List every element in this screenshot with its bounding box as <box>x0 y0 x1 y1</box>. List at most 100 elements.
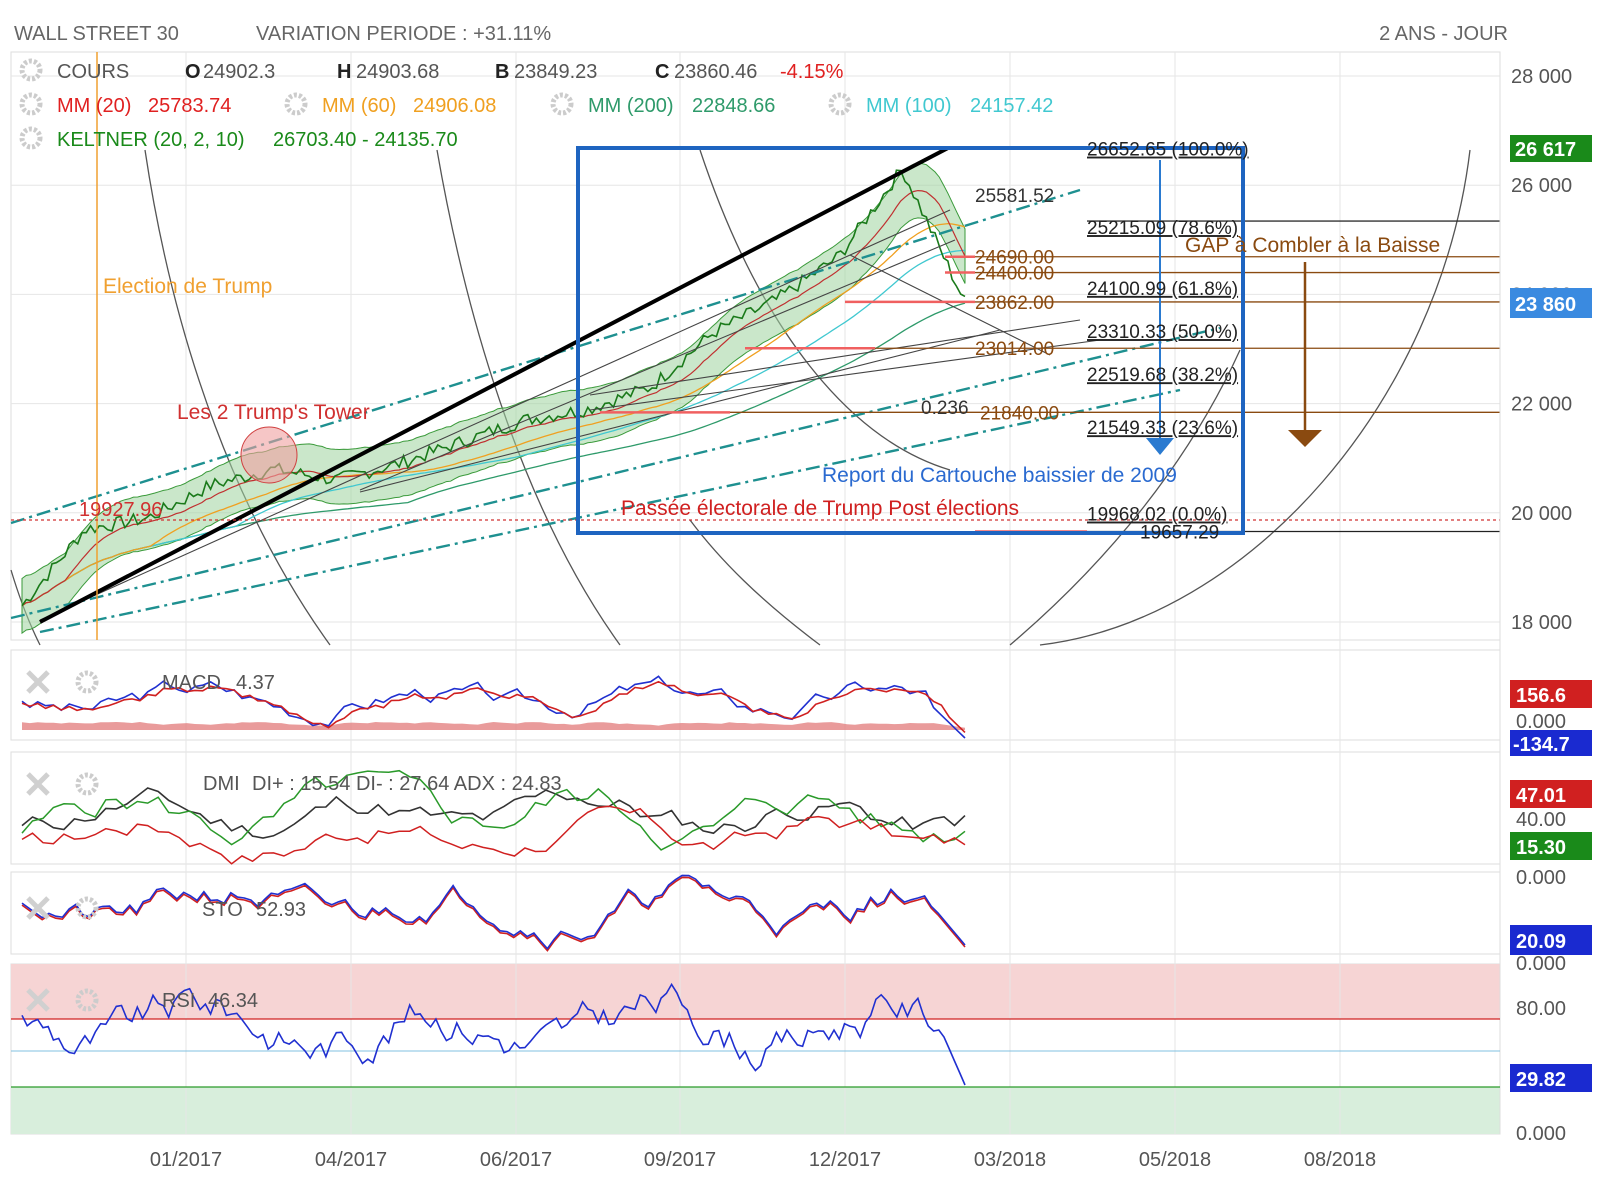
rsi-badge: 29.82 <box>1516 1069 1566 1091</box>
macd-bottom-badge-bg <box>1510 730 1592 756</box>
gear-icon-macd <box>75 670 99 694</box>
trump-tower-circle <box>240 426 298 484</box>
macd-top-badge: 156.6 <box>1516 685 1566 707</box>
close-icon-macd-b <box>26 670 50 694</box>
x-tick-2: 06/2017 <box>480 1149 552 1171</box>
legend-mm100-value: 24157.42 <box>970 95 1053 117</box>
fib-label-5: 21549.33 (23.6%) <box>1087 418 1238 439</box>
x-tick-4: 12/2017 <box>809 1149 881 1171</box>
legend-cours-label: COURS <box>57 61 129 83</box>
x-tick-5: 03/2018 <box>974 1149 1046 1171</box>
arc-4 <box>1039 149 1471 646</box>
annotation-report: Report du Cartouche baissier de 2009 <box>822 464 1177 487</box>
rsi-line <box>21 982 966 1086</box>
legend-c-label: C <box>655 61 669 83</box>
macd-histogram <box>22 722 965 730</box>
dmi-panel <box>10 751 1501 865</box>
dmi-adx-line <box>21 787 966 839</box>
macd-mid: 0.000 <box>1516 711 1566 733</box>
dmi-bottom: 0.000 <box>1516 867 1566 889</box>
sto-badge: 20.09 <box>1516 931 1566 953</box>
level-label-5: 19657.29 <box>1140 523 1219 544</box>
annotation-election: Election de Trump <box>103 275 272 298</box>
level-label-1: 24400.00 <box>975 264 1054 285</box>
close-icon-rsi-b <box>26 988 50 1012</box>
gear-icon-keltner <box>19 126 43 150</box>
legend-keltner-value: 26703.40 - 24135.70 <box>273 129 458 151</box>
fan-line-2 <box>359 239 956 491</box>
legend-mm200-label: MM (200) <box>588 95 674 117</box>
vertical-grid <box>185 52 1341 1134</box>
fan-line-6 <box>359 329 1001 493</box>
keltner-band <box>21 162 966 635</box>
annotation-top: 25581.52 <box>975 186 1054 207</box>
legend-h-label: H <box>337 61 351 83</box>
level-label-4: 21840.00 <box>980 403 1059 424</box>
sto-bottom: 0.000 <box>1516 953 1566 975</box>
price-tick-0: 28 000 <box>1511 66 1572 88</box>
dmi-red-badge: 47.01 <box>1516 785 1566 807</box>
panel-frames <box>10 51 1501 1135</box>
horizontal-grid <box>11 75 1500 623</box>
macd-signal-line <box>21 680 966 733</box>
close-icon-sto-b <box>26 896 50 920</box>
legend-o-value: 24902.3 <box>203 61 275 83</box>
price-tick-3: 22 000 <box>1511 394 1572 416</box>
price-badge: 23 860 <box>1515 294 1576 316</box>
period-text: 2 ANS - JOUR <box>1379 23 1508 45</box>
macd-value: 4.37 <box>236 672 275 694</box>
legend-mm20-value: 25783.74 <box>148 95 231 117</box>
fib-label-2: 24100.99 (61.8%) <box>1087 279 1238 300</box>
instrument-title: WALL STREET 30 <box>14 23 179 45</box>
legend-change: -4.15% <box>780 61 844 83</box>
annotation-gap: GAP à Combler à la Baisse <box>1185 234 1440 257</box>
fan-line-3 <box>589 319 1081 396</box>
dmi-mid: 40.00 <box>1516 809 1566 831</box>
brown-arrow-head <box>1288 430 1322 447</box>
channel-lower <box>10 326 1221 620</box>
macd-label: MACD <box>162 672 221 694</box>
gear-icon-mm60 <box>284 92 308 116</box>
fib-label-1: 25215.09 (78.6%) <box>1087 218 1238 239</box>
macd-top-badge-bg <box>1510 680 1592 708</box>
annotation-towers: Les 2 Trump's Tower <box>177 401 370 424</box>
dmi-green-badge: 15.30 <box>1516 837 1566 859</box>
sto-value: 52.93 <box>256 899 306 921</box>
x-axis: 01/2017 04/2017 06/2017 09/2017 12/2017 03/20… <box>150 1149 1376 1171</box>
sto-k-line <box>21 876 966 952</box>
legend-mm20-label: MM (20) <box>57 95 131 117</box>
fib-label-3: 23310.33 (50.0%) <box>1087 322 1238 343</box>
price-line <box>21 169 966 607</box>
legend-c-value: 23860.46 <box>674 61 757 83</box>
high-badge-bg <box>1510 135 1592 162</box>
legend-mm60-value: 24906.08 <box>413 95 496 117</box>
dmi-red-badge-bg <box>1510 780 1592 808</box>
dmi-minus-line <box>21 805 966 865</box>
legend-mm200-value: 22848.66 <box>692 95 775 117</box>
channel-lower2 <box>39 388 1181 634</box>
gear-icon-mm20 <box>19 92 43 116</box>
x-tick-0: 01/2017 <box>150 1149 222 1171</box>
legend-h-value: 24903.68 <box>356 61 439 83</box>
gear-icon-mm100 <box>828 92 852 116</box>
annotation-19927: 19927.96 <box>79 499 162 521</box>
rsi-value: 46.34 <box>208 990 258 1012</box>
main-trend-line <box>39 146 949 624</box>
gear-icon-dmi <box>75 772 99 796</box>
x-tick-1: 04/2017 <box>315 1149 387 1171</box>
sto-panel <box>10 871 1501 955</box>
fan-line-5 <box>849 254 1051 356</box>
rsi-bottom: 0.000 <box>1516 1123 1566 1145</box>
dmi-values: DI+ : 15.54 DI- : 27.64 ADX : 24.83 <box>252 773 562 795</box>
sto-d-line <box>21 874 966 950</box>
x-tick-7: 08/2018 <box>1304 1149 1376 1171</box>
gear-icon-cours <box>19 58 43 82</box>
x-tick-3: 09/2017 <box>644 1149 716 1171</box>
gear-icon-sto <box>75 896 99 920</box>
price-tick-1: 26 000 <box>1511 175 1572 197</box>
level-label-0: 24690.00 <box>975 248 1054 269</box>
gear-icon-rsi <box>75 988 99 1012</box>
rsi-top: 80.00 <box>1516 998 1566 1020</box>
